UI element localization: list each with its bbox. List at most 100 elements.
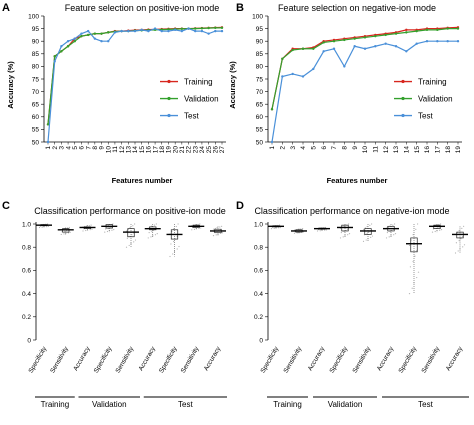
jitter-point xyxy=(41,226,43,228)
jitter-point xyxy=(104,231,106,233)
x-tick-label: 11 xyxy=(112,146,119,153)
legend-label-validation: Validation xyxy=(418,95,453,104)
jitter-point xyxy=(458,229,460,232)
data-point-test xyxy=(173,28,177,32)
x-tick-label: 13 xyxy=(126,146,133,154)
jitter-point xyxy=(113,229,115,231)
panel-a: A Feature selection on positive-ion mode… xyxy=(2,2,226,185)
x-tick-label: 7 xyxy=(331,146,338,150)
jitter-point xyxy=(371,235,374,237)
data-point-validation xyxy=(384,33,387,37)
data-point-validation xyxy=(301,47,305,50)
data-point-validation xyxy=(343,38,346,42)
x-tick-label: 17 xyxy=(152,146,159,154)
data-point-test xyxy=(60,45,63,48)
jitter-point xyxy=(155,223,157,225)
x-tick-label: 9 xyxy=(99,146,106,150)
x-tick-label: 5 xyxy=(311,146,318,150)
x-tick-label: 11 xyxy=(373,146,380,153)
data-point-test xyxy=(120,29,123,33)
jitter-point xyxy=(221,232,224,234)
y-tick-label: 50 xyxy=(256,139,264,146)
data-point-test xyxy=(133,29,137,33)
data-point-validation xyxy=(374,34,377,38)
data-point-test xyxy=(66,40,70,43)
data-point-validation xyxy=(281,57,284,61)
series-line-test xyxy=(271,40,458,143)
group-label-test: Test xyxy=(418,400,433,409)
category-label: Sensitivity xyxy=(115,345,136,374)
legend-label-training: Training xyxy=(184,78,213,87)
y-tick-label: 0 xyxy=(259,337,263,344)
category-label: Accuracy xyxy=(307,345,327,372)
jitter-point xyxy=(394,233,397,235)
group-label-test: Test xyxy=(178,400,193,409)
jitter-point xyxy=(463,225,465,227)
data-point-validation xyxy=(107,31,110,34)
category-label: Sensitivity xyxy=(352,345,373,374)
data-point-test xyxy=(436,40,439,43)
jitter-point xyxy=(82,230,84,232)
jitter-point xyxy=(106,230,109,233)
chart-title-b: Feature selection on negative-ion mode xyxy=(278,3,436,13)
jitter-point xyxy=(416,276,418,279)
jitter-point xyxy=(412,260,414,263)
x-tick-label: 17 xyxy=(435,146,442,154)
jitter-point xyxy=(89,229,91,231)
x-tick-label: 4 xyxy=(65,146,72,150)
category-label: Sensitivity xyxy=(283,345,304,374)
y-tick-label: 0.4 xyxy=(254,291,263,298)
jitter-point xyxy=(270,228,273,230)
data-point-validation xyxy=(456,27,460,30)
jitter-point xyxy=(461,227,463,229)
jitter-point xyxy=(63,233,65,235)
jitter-point xyxy=(319,230,321,232)
jitter-point xyxy=(129,226,131,229)
y-tick-label: 85 xyxy=(32,51,40,58)
y-tick-label: 60 xyxy=(32,114,40,121)
x-tick-label: 19 xyxy=(455,146,462,154)
category-label: Specificity xyxy=(93,345,114,374)
data-point-test xyxy=(160,29,163,33)
data-point-validation xyxy=(332,40,336,43)
jitter-point xyxy=(340,231,342,234)
jitter-point xyxy=(220,232,222,235)
data-point-test xyxy=(86,29,90,33)
x-tick-label: 4 xyxy=(300,146,307,150)
x-tick-label: 9 xyxy=(352,146,359,150)
legend-marker-test xyxy=(401,113,405,118)
jitter-point xyxy=(293,232,296,234)
data-point-test xyxy=(353,45,356,48)
data-point-validation xyxy=(180,27,184,31)
jitter-point xyxy=(300,228,302,230)
data-point-test xyxy=(312,67,315,71)
jitter-point xyxy=(200,227,202,229)
y-tick-label: 65 xyxy=(256,102,264,109)
x-tick-label: 15 xyxy=(139,146,146,154)
x-tick-label: 8 xyxy=(342,146,349,150)
data-point-test xyxy=(46,140,50,144)
jitter-point xyxy=(348,223,350,225)
panel-c: C Classification performance on positive… xyxy=(2,200,227,409)
y-tick-label: 90 xyxy=(32,39,40,46)
x-tick-label: 12 xyxy=(383,146,390,154)
jitter-point xyxy=(362,228,365,230)
data-point-validation xyxy=(80,34,83,38)
series-line-validation xyxy=(47,27,222,125)
data-point-validation xyxy=(436,28,439,32)
jitter-point xyxy=(176,248,178,250)
jitter-point xyxy=(177,223,179,225)
jitter-point xyxy=(132,225,134,227)
jitter-point xyxy=(369,224,371,226)
data-point-test xyxy=(301,75,305,78)
legend-marker-training xyxy=(401,79,405,84)
data-point-validation xyxy=(207,26,210,30)
x-tick-label: 20 xyxy=(172,146,179,154)
y-tick-label: 0.4 xyxy=(22,291,31,298)
jitter-point xyxy=(111,229,113,231)
y-tick-label: 0.6 xyxy=(22,268,31,275)
data-point-validation xyxy=(73,40,76,43)
jitter-point xyxy=(47,225,50,228)
data-point-test xyxy=(187,27,190,30)
jitter-point xyxy=(219,226,221,228)
